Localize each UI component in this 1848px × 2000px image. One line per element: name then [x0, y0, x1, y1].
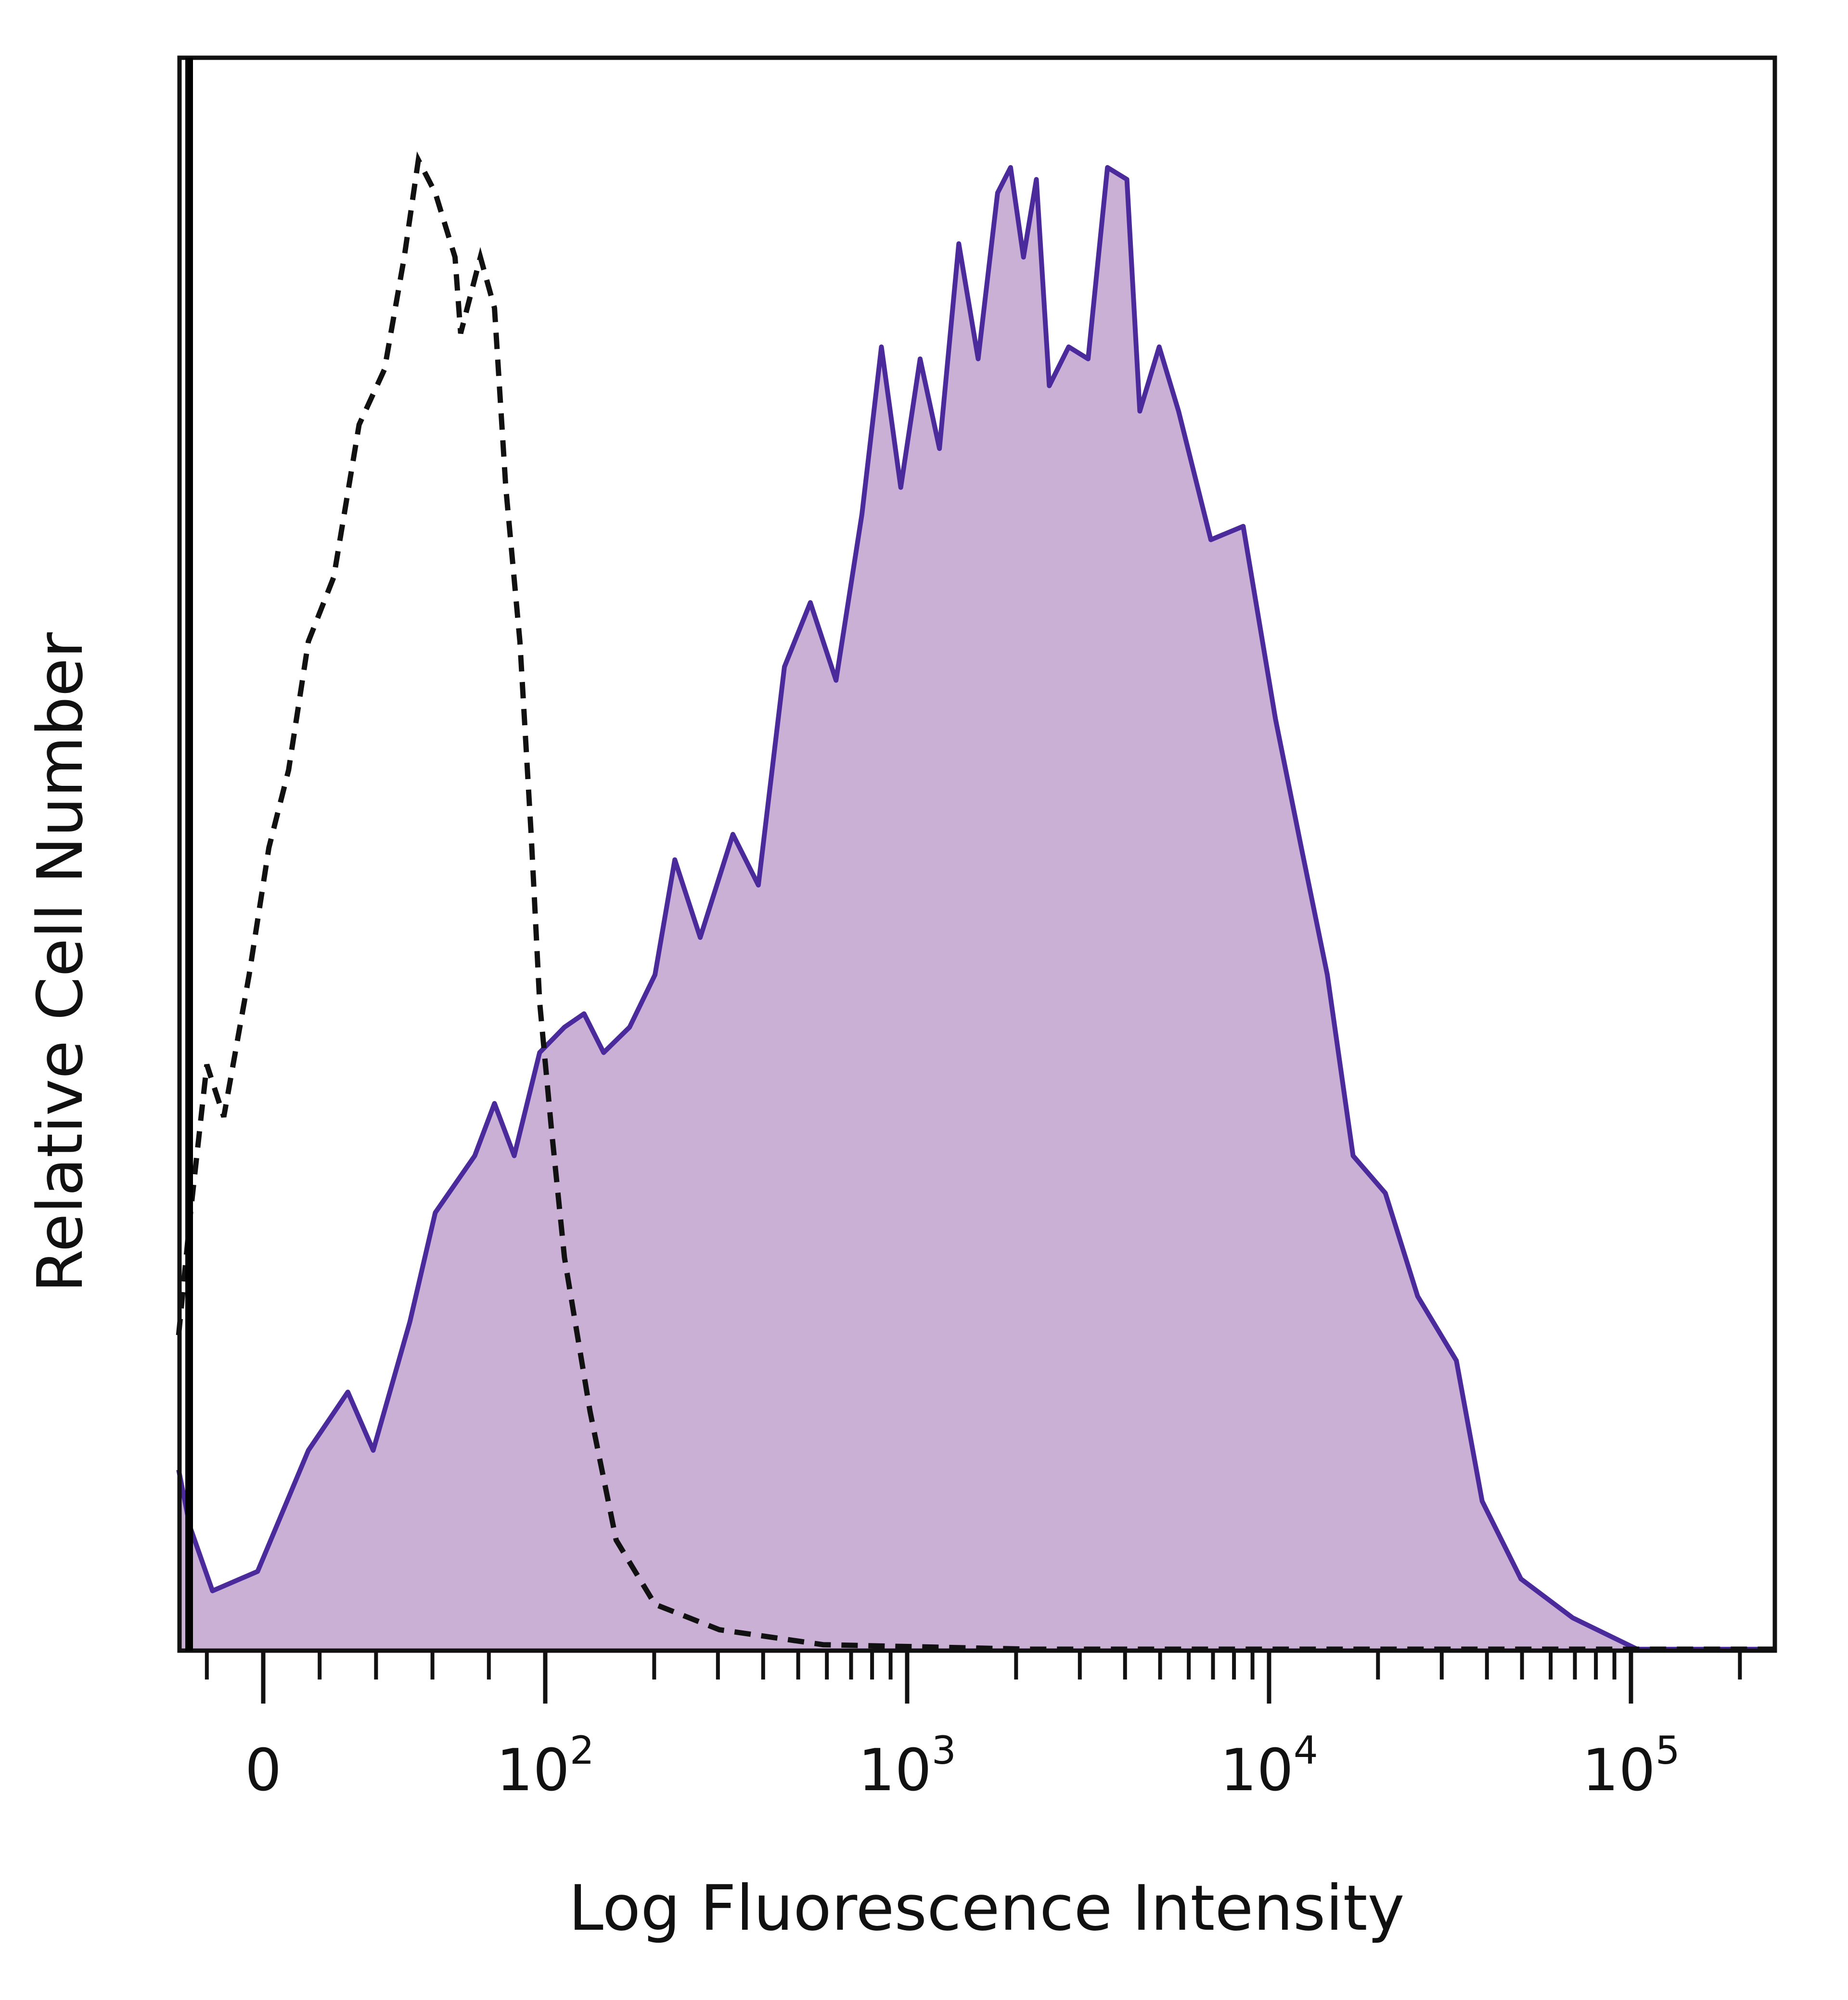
x-tick-label: 103	[858, 1728, 956, 1804]
isotype-control-histogram-line	[176, 151, 1775, 1652]
x-tick-label: 105	[1582, 1728, 1680, 1804]
tick-label-exponent: 2	[570, 1728, 594, 1773]
tick-label-base: 10	[1582, 1737, 1656, 1804]
tick-label-base: 10	[496, 1737, 570, 1804]
tick-label-base: 10	[858, 1737, 932, 1804]
x-tick-label: 102	[496, 1728, 594, 1804]
tick-label-base: 0	[245, 1737, 282, 1804]
tick-label-exponent: 3	[932, 1728, 956, 1773]
y-axis-title: Relative Cell Number	[24, 632, 97, 1293]
tick-label-exponent: 5	[1656, 1728, 1680, 1773]
x-axis-title: Log Fluorescence Intensity	[568, 1872, 1404, 1945]
x-tick-label: 104	[1220, 1728, 1318, 1804]
tick-label-exponent: 4	[1294, 1728, 1318, 1773]
stained-histogram-line	[176, 165, 1775, 1652]
x-tick-label: 0	[245, 1737, 282, 1804]
plot-frame	[177, 55, 1777, 1653]
stained-histogram-fill	[179, 167, 1775, 1649]
tick-label-base: 10	[1220, 1737, 1294, 1804]
